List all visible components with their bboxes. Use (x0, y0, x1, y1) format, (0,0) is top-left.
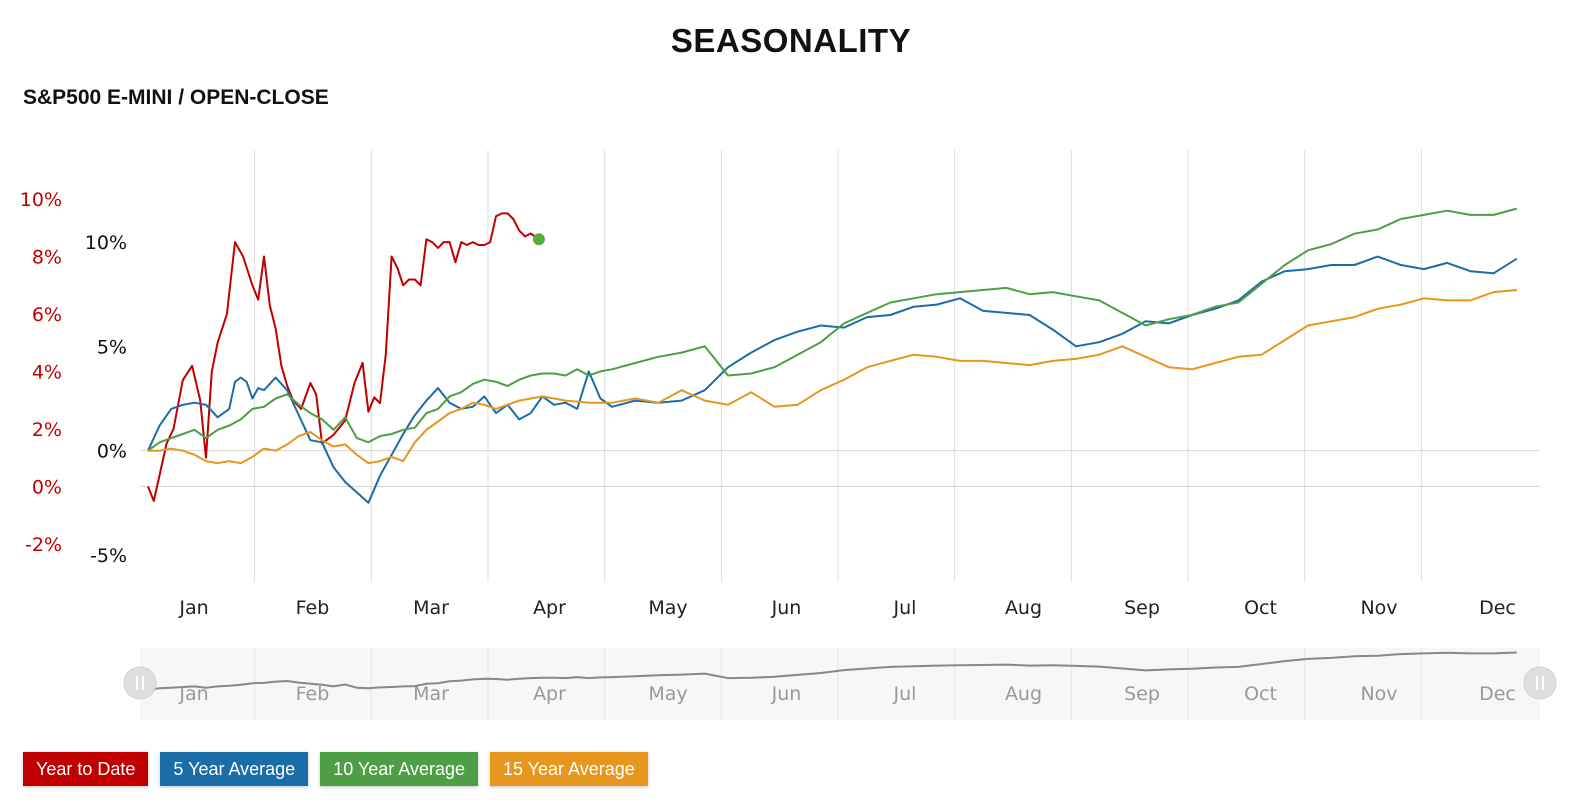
legend-year-to-date[interactable]: Year to Date (23, 752, 149, 786)
grid-lines (140, 150, 1540, 582)
navigator-month-label: Apr (533, 683, 566, 705)
month-tick-label: May (648, 597, 687, 619)
left-axis-tick: 0% (32, 477, 62, 499)
month-tick-label: Aug (1005, 597, 1042, 619)
series-line-15-year-average (148, 289, 1517, 465)
series-line-year-to-date (147, 212, 540, 502)
left-axis-tick: 4% (32, 362, 62, 384)
legend-10-year-average[interactable]: 10 Year Average (320, 752, 478, 786)
legend-5-year-average[interactable]: 5 Year Average (160, 752, 309, 786)
navigator-month-label: May (648, 683, 687, 705)
left-axis-tick: 10% (20, 189, 62, 211)
series-line-10-year-average (147, 207, 1518, 452)
navigator-handle-left[interactable] (123, 666, 157, 700)
navigator-month-label: Jan (178, 683, 208, 705)
legend-15-year-average[interactable]: 15 Year Average (489, 752, 648, 786)
left-axis-tick: 8% (32, 247, 62, 269)
range-navigator[interactable]: Jan Feb Mar Apr May Jun Jul Aug Sep Oct Nov Dec (123, 648, 1557, 720)
inner-axis-tick: 10% (85, 232, 127, 254)
month-axis: Jan Feb Mar Apr May Jun Jul Aug Sep Oct Nov Dec (178, 597, 1516, 619)
month-tick-label: Jul (893, 597, 917, 619)
navigator-month-label: Nov (1360, 683, 1397, 705)
month-tick-label: Apr (533, 597, 566, 619)
page-title: SEASONALITY (670, 22, 912, 59)
inner-axis-tick: 0% (97, 441, 127, 463)
series-lines (147, 207, 1518, 504)
left-axis: 10% 8% 6% 4% 2% 0% -2% (20, 189, 62, 556)
navigator-month-label: Oct (1244, 683, 1277, 705)
ytd-endpoint-marker[interactable] (532, 233, 545, 246)
month-tick-label: Sep (1124, 597, 1160, 619)
month-tick-label: Dec (1479, 597, 1516, 619)
inner-axis-tick: 5% (97, 336, 127, 358)
navigator-month-label: Sep (1124, 683, 1160, 705)
legend: Year to Date 5 Year Average 10 Year Aver… (23, 752, 648, 786)
navigator-handle-right[interactable] (1523, 666, 1557, 700)
navigator-month-label: Aug (1005, 683, 1042, 705)
navigator-month-label: Jul (893, 683, 917, 705)
navigator-month-label: Jun (771, 683, 802, 705)
month-tick-label: Mar (413, 597, 449, 619)
left-axis-tick: 2% (32, 419, 62, 441)
navigator-month-label: Feb (296, 683, 330, 705)
month-tick-label: Oct (1244, 597, 1277, 619)
inner-axis-tick: -5% (90, 545, 127, 567)
chart-subtitle: S&P500 E-MINI / OPEN-CLOSE (23, 86, 329, 109)
left-axis-tick: 6% (32, 304, 62, 326)
navigator-series-line (147, 651, 1517, 691)
left-axis-tick: -2% (25, 534, 62, 556)
navigator-month-label: Dec (1479, 683, 1516, 705)
month-tick-label: Feb (296, 597, 330, 619)
navigator-month-label: Mar (413, 683, 449, 705)
month-tick-label: Jun (771, 597, 802, 619)
month-tick-label: Nov (1360, 597, 1397, 619)
month-tick-label: Jan (178, 597, 208, 619)
series-line-5-year-average (147, 255, 1518, 504)
inner-axis: 10% 5% 0% -5% (85, 232, 127, 567)
